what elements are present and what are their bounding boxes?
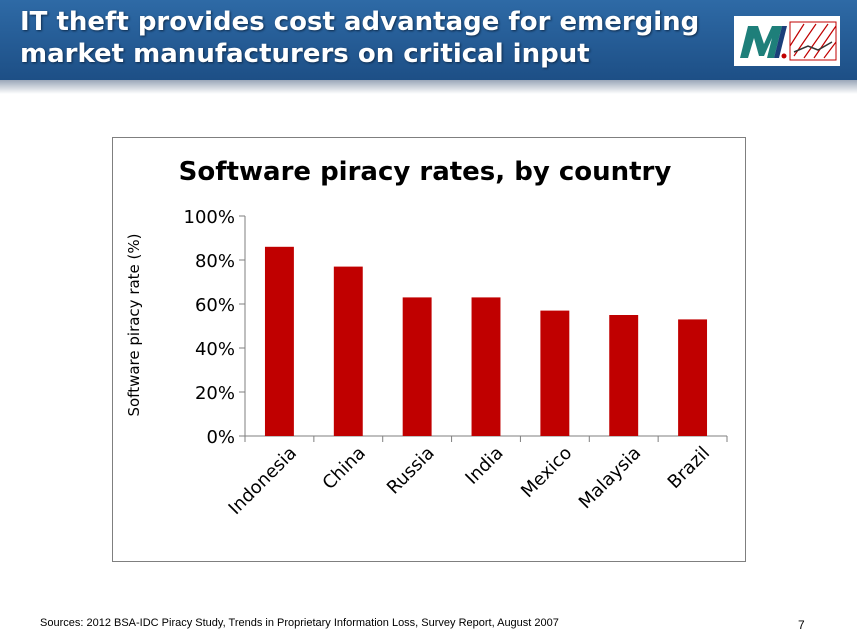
- y-tick-label: 80%: [195, 251, 235, 272]
- y-tick-label: 100%: [184, 207, 235, 228]
- y-tick-label: 60%: [195, 295, 235, 316]
- x-tick-label: India: [461, 443, 507, 489]
- bar-malaysia: [609, 315, 639, 436]
- bar-china: [333, 266, 363, 436]
- banner-shadow: [0, 80, 857, 94]
- x-tick-label: Brazil: [664, 443, 714, 493]
- chart-area: Software piracy rates, by country Softwa…: [112, 137, 746, 562]
- bar-chart: Software piracy rates, by country Softwa…: [125, 157, 728, 519]
- title-banner: [0, 0, 857, 80]
- x-tick-label: China: [319, 443, 370, 494]
- y-axis-label: Software piracy rate (%): [125, 233, 143, 416]
- bar-indonesia: [264, 246, 294, 436]
- y-tick-label: 40%: [195, 339, 235, 360]
- bar-russia: [402, 297, 432, 436]
- page-number: 7: [798, 618, 805, 632]
- chart-title: Software piracy rates, by country: [179, 157, 672, 187]
- x-tick-label: Russia: [383, 443, 439, 499]
- x-tick-label: Indonesia: [225, 443, 301, 519]
- bar-mexico: [540, 310, 570, 436]
- y-tick-label: 0%: [206, 427, 235, 448]
- m-logo-icon: [734, 16, 840, 66]
- sources-note: Sources: 2012 BSA-IDC Piracy Study, Tren…: [40, 617, 559, 629]
- bar-india: [471, 297, 501, 436]
- x-tick-label: Mexico: [517, 443, 576, 502]
- y-tick-label: 20%: [195, 383, 235, 404]
- x-tick-label: Malaysia: [575, 443, 645, 513]
- bar-brazil: [678, 319, 708, 436]
- slide-title: IT theft provides cost advantage for eme…: [20, 7, 700, 69]
